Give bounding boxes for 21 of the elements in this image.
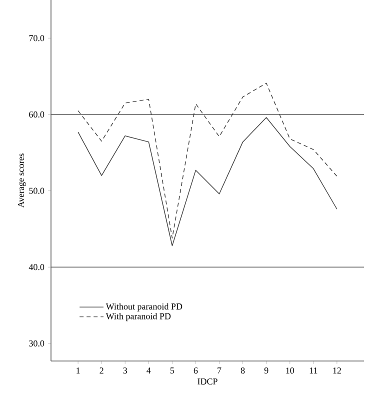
legend-label: Without paranoid PD — [106, 303, 182, 312]
x-tick-label: 6 — [194, 368, 198, 374]
x-tick-label: 7 — [218, 368, 222, 374]
x-tick-label: 4 — [146, 368, 151, 374]
y-tick-label: 70.0 — [29, 35, 44, 42]
y-tick-label: 60.0 — [29, 111, 44, 118]
x-tick-label: 12 — [333, 368, 341, 374]
legend-label: With paranoid PD — [106, 312, 171, 322]
x-tick-label: 5 — [170, 368, 174, 374]
y-tick-label: 50.0 — [29, 188, 44, 194]
x-axis-title: IDCP — [198, 378, 218, 385]
y-axis-title: Average scores — [18, 154, 26, 208]
x-tick-label: 10 — [286, 368, 294, 374]
y-tick-label: 30.0 — [29, 340, 44, 346]
x-tick-label: 1 — [76, 368, 80, 374]
x-tick-label: 2 — [100, 368, 104, 374]
x-tick-label: 11 — [310, 368, 318, 374]
x-tick-label: 9 — [264, 368, 268, 374]
x-tick-label: 8 — [240, 368, 245, 374]
x-tick-label: 3 — [123, 368, 128, 374]
y-tick-label: 40.0 — [28, 264, 44, 270]
